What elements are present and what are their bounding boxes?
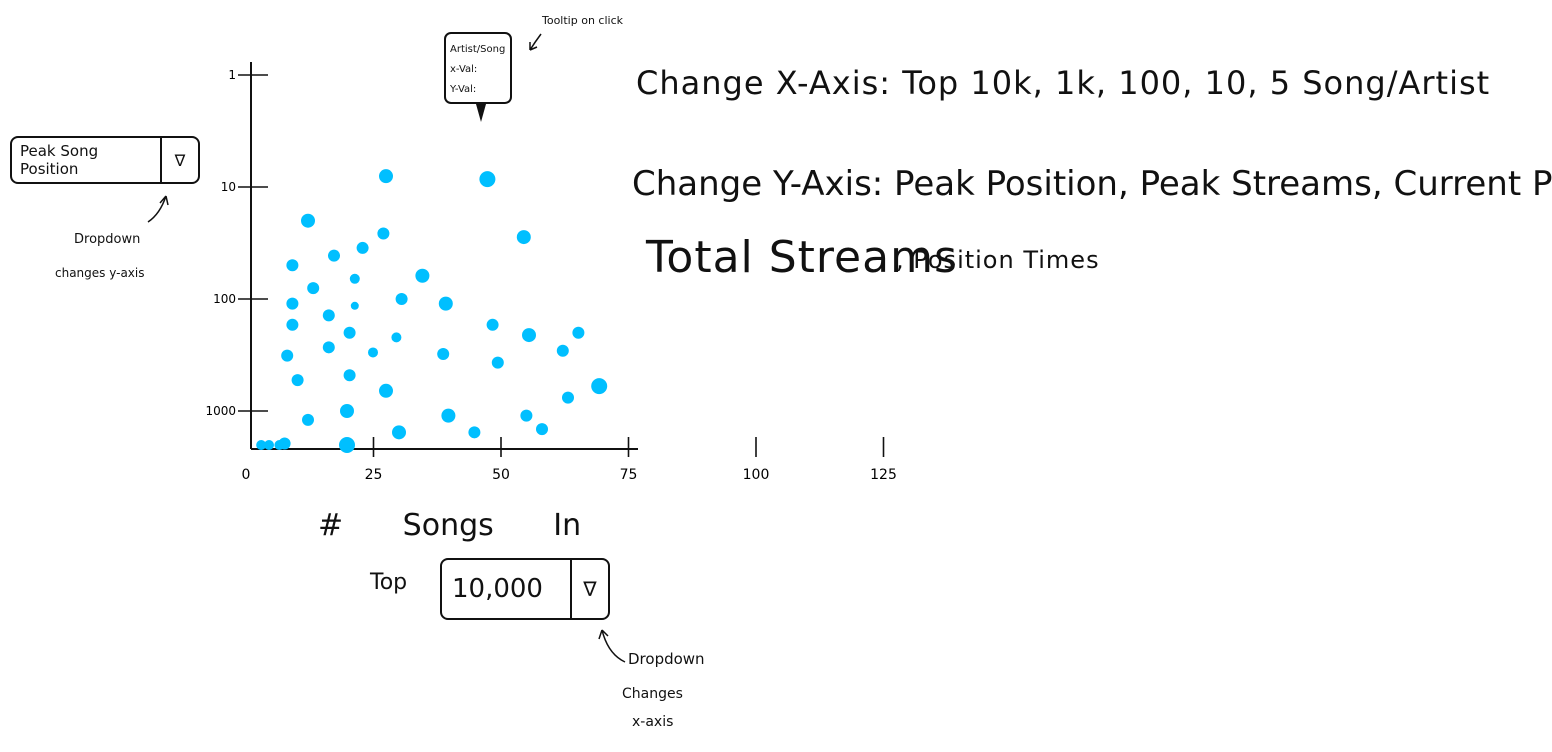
data-point[interactable] <box>301 213 315 228</box>
data-point[interactable] <box>368 347 378 358</box>
data-point[interactable] <box>591 378 608 395</box>
data-point[interactable] <box>349 273 360 284</box>
x-dropdown-note-3: x-axis <box>632 714 674 730</box>
data-point[interactable] <box>343 369 356 382</box>
data-point[interactable] <box>379 169 393 184</box>
y-tick-label: 1000 <box>205 404 236 418</box>
y-axis-dropdown[interactable]: Peak Song Position ∇ <box>10 136 200 184</box>
data-points[interactable] <box>256 169 608 453</box>
x-tick-label: 25 <box>365 467 383 483</box>
data-point[interactable] <box>520 409 533 422</box>
y-ticks: 1 10 100 1000 <box>205 68 268 418</box>
data-point[interactable] <box>307 282 320 295</box>
tooltip-box: Artist/Song x-Val: Y-Val: <box>444 32 512 104</box>
y-dropdown-note-1: Dropdown <box>74 232 141 247</box>
data-point[interactable] <box>256 440 267 450</box>
data-point[interactable] <box>343 326 356 339</box>
y-tick-label: 1 <box>228 68 236 82</box>
x-axis-label-2: Top <box>370 570 408 595</box>
data-point[interactable] <box>379 383 393 398</box>
data-point[interactable] <box>562 391 574 404</box>
data-point[interactable] <box>302 413 314 426</box>
data-point[interactable] <box>291 374 304 387</box>
data-point[interactable] <box>286 297 299 310</box>
x-dropdown-note-arrow <box>598 629 626 663</box>
data-point[interactable] <box>486 318 499 331</box>
tooltip-pointer <box>476 104 486 122</box>
chevron-down-icon[interactable]: ∇ <box>160 138 198 182</box>
data-point[interactable] <box>415 268 430 283</box>
note-change-y-axis-1: Change Y-Axis: Peak Position, Peak Strea… <box>632 164 1552 204</box>
y-dropdown-note-arrow <box>147 195 169 223</box>
data-point[interactable] <box>322 341 335 354</box>
note-change-y-axis-2a: Total Streams <box>646 232 958 283</box>
x-axis-label-1: # Songs In <box>318 508 582 543</box>
tooltip-x-value: x-Val: <box>450 64 478 75</box>
data-point[interactable] <box>441 408 456 423</box>
data-point[interactable] <box>391 332 402 343</box>
data-point[interactable] <box>437 348 450 361</box>
data-point[interactable] <box>286 318 299 331</box>
x-dropdown-note-1: Dropdown <box>628 650 705 668</box>
x-tick-label: 125 <box>870 467 897 483</box>
x-dropdown-note-2: Changes <box>622 686 683 702</box>
note-change-y-axis-2b: , Position Times <box>896 246 1100 274</box>
data-point[interactable] <box>322 309 335 322</box>
data-point[interactable] <box>264 440 274 450</box>
data-point[interactable] <box>516 230 531 245</box>
data-point[interactable] <box>491 356 504 369</box>
data-point[interactable] <box>572 326 585 339</box>
plot-axes <box>250 62 638 450</box>
note-change-x-axis: Change X-Axis: Top 10k, 1k, 100, 10, 5 S… <box>636 64 1491 102</box>
y-tick-label: 10 <box>221 180 236 194</box>
tooltip-note: Tooltip on click <box>542 14 623 27</box>
x-tick-label: 75 <box>620 467 638 483</box>
data-point[interactable] <box>286 259 299 272</box>
y-axis-dropdown-value: Peak Song Position <box>20 142 99 178</box>
x-ticks: 0 25 50 75 100 125 <box>242 437 897 483</box>
data-point[interactable] <box>339 437 355 453</box>
data-point[interactable] <box>281 349 294 362</box>
data-point[interactable] <box>479 171 496 188</box>
x-axis-dropdown[interactable]: 10,000 ∇ <box>440 558 610 620</box>
y-tick-label: 100 <box>213 292 236 306</box>
y-dropdown-note-2: changes y-axis <box>55 266 145 280</box>
x-tick-label: 0 <box>242 467 251 483</box>
tooltip-y-value: Y-Val: <box>450 84 477 95</box>
chevron-down-icon[interactable]: ∇ <box>570 560 608 618</box>
data-point[interactable] <box>438 296 453 311</box>
data-point[interactable] <box>556 344 569 357</box>
data-point[interactable] <box>274 440 285 450</box>
data-point[interactable] <box>356 241 369 254</box>
data-point[interactable] <box>377 227 390 240</box>
data-point[interactable] <box>395 293 408 305</box>
data-point[interactable] <box>340 404 354 418</box>
data-point[interactable] <box>468 426 481 439</box>
x-axis-dropdown-value: 10,000 <box>452 574 543 604</box>
data-point[interactable] <box>522 328 536 343</box>
data-point[interactable] <box>328 249 340 262</box>
tooltip-note-arrow <box>529 33 542 51</box>
data-point[interactable] <box>392 425 406 440</box>
x-tick-label: 50 <box>492 467 510 483</box>
tooltip-artist-song: Artist/Song <box>450 44 506 55</box>
data-point[interactable] <box>536 423 548 436</box>
x-tick-label: 100 <box>743 467 770 483</box>
data-point[interactable] <box>350 301 359 310</box>
